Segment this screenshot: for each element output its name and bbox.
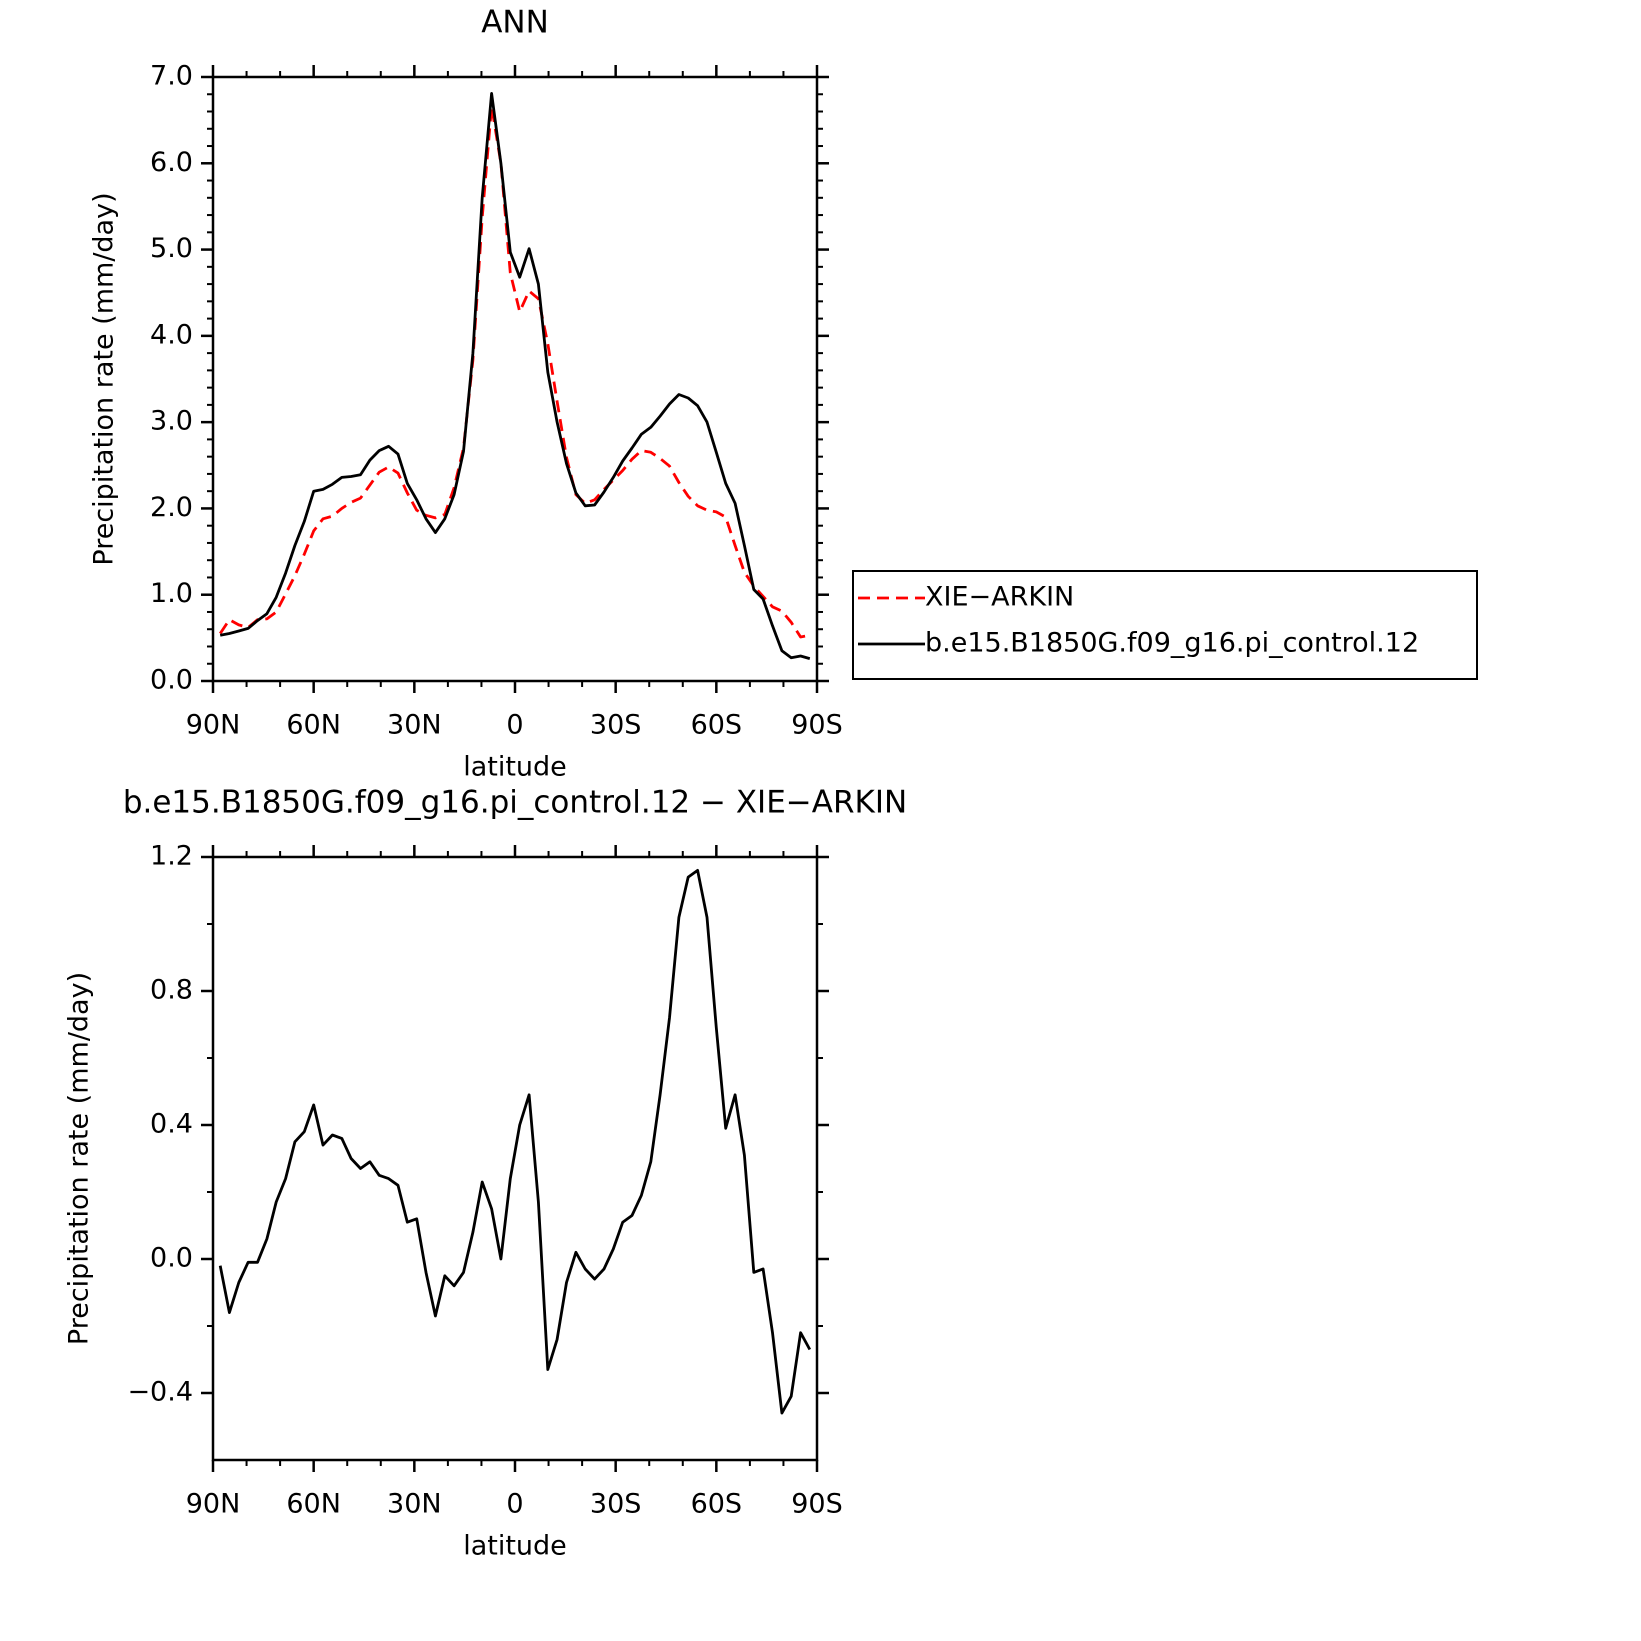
chart-title: ANN <box>481 5 549 41</box>
legend-label: XIE−ARKIN <box>925 582 1074 613</box>
x-tick-label: 30N <box>387 710 442 741</box>
panel: b.e15.B1850G.f09_g16.pi_control.12 − XIE… <box>64 785 908 1562</box>
y-tick-label: 0.8 <box>150 975 193 1006</box>
plot-frame <box>211 75 819 683</box>
x-tick-label: 60S <box>691 710 743 741</box>
y-tick-label: 2.0 <box>150 492 193 523</box>
x-tick-label: 30S <box>590 1489 642 1520</box>
y-tick-label: 0.0 <box>150 665 193 696</box>
plot-frame <box>211 855 819 1462</box>
y-tick-label: 0.4 <box>150 1109 193 1140</box>
x-axis-label: latitude <box>463 1531 567 1562</box>
x-tick-label: 60N <box>286 1489 341 1520</box>
x-tick-label: 30S <box>590 710 642 741</box>
y-tick-label: 4.0 <box>150 319 193 350</box>
y-tick-label: 6.0 <box>150 147 193 178</box>
panel: ANN latitude Precipitation rate (mm/day) 90… <box>89 5 1478 783</box>
x-tick-label: 60N <box>286 710 341 741</box>
y-axis-label: Precipitation rate (mm/day) <box>64 972 95 1345</box>
y-tick-label: 1.0 <box>150 578 193 609</box>
data-line <box>219 92 811 660</box>
x-tick-label: 90S <box>791 710 843 741</box>
y-tick-label: 0.0 <box>150 1243 193 1274</box>
y-tick-label: 1.2 <box>150 841 193 872</box>
x-tick-label: 0 <box>506 710 523 741</box>
y-tick-label: −0.4 <box>127 1377 193 1408</box>
legend-label: b.e15.B1850G.f09_g16.pi_control.12 <box>925 628 1419 659</box>
legend-frame <box>852 570 1478 680</box>
y-axis-label: Precipitation rate (mm/day) <box>89 192 120 565</box>
x-tick-label: 90N <box>186 1489 241 1520</box>
x-tick-label: 30N <box>387 1489 442 1520</box>
chart-title: b.e15.B1850G.f09_g16.pi_control.12 − XIE… <box>123 785 907 821</box>
x-tick-label: 90S <box>791 1489 843 1520</box>
y-tick-label: 5.0 <box>150 233 193 264</box>
x-tick-label: 90N <box>186 710 241 741</box>
data-line <box>219 104 811 639</box>
x-axis-label: latitude <box>463 752 567 783</box>
x-tick-label: 60S <box>691 1489 743 1520</box>
data-line <box>218 869 812 1415</box>
legend: XIE−ARKIN b.e15.B1850G.f09_g16.pi_control… <box>852 570 1478 680</box>
x-tick-label: 0 <box>506 1489 523 1520</box>
y-tick-label: 7.0 <box>150 61 193 92</box>
y-tick-label: 3.0 <box>150 406 193 437</box>
